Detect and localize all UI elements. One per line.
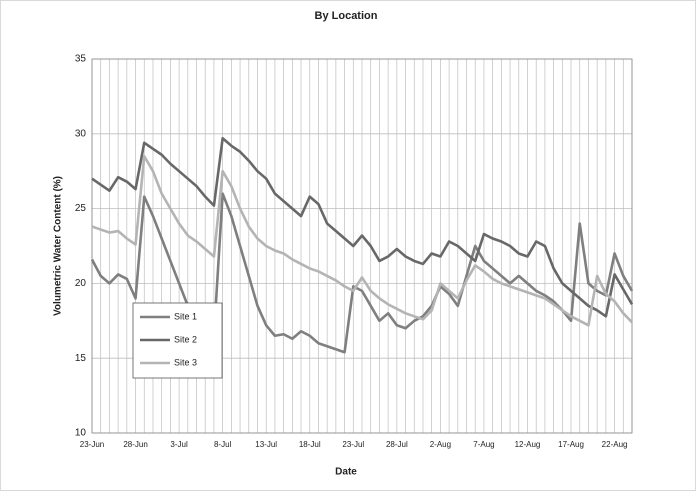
legend-label: Site 1 [174,311,197,321]
y-axis-label: Volumetric Water Content (%) [53,176,64,316]
legend-label: Site 2 [174,334,197,344]
x-tick-label: 8-Jul [214,440,232,449]
x-tick-label: 18-Jul [299,440,321,449]
x-tick-label: 28-Jul [386,440,408,449]
y-tick-label: 10 [75,428,87,439]
y-tick-label: 35 [75,54,87,65]
x-tick-label: 12-Aug [515,440,541,449]
series-line [91,136,634,318]
x-tick-label: 23-Jul [342,440,364,449]
x-tick-label: 28-Jun [123,440,147,449]
x-tick-label: 23-Jun [80,440,104,449]
series-line [90,192,634,354]
y-tick-label: 15 [75,353,87,364]
series-line [91,154,633,327]
x-tick-label: 17-Aug [558,440,584,449]
legend-label: Site 3 [174,357,197,367]
y-tick-label: 20 [75,278,87,289]
y-tick-label: 25 [75,203,87,214]
x-tick-label: 2-Aug [430,440,451,449]
x-tick-label: 22-Aug [602,440,628,449]
chart-title: By Location [315,10,378,22]
x-tick-label: 3-Jul [170,440,188,449]
plot-border [91,58,633,434]
x-tick-label: 7-Aug [473,440,494,449]
x-tick-label: 13-Jul [255,440,277,449]
x-axis-label: Date [335,467,357,478]
y-tick-label: 30 [75,128,87,139]
